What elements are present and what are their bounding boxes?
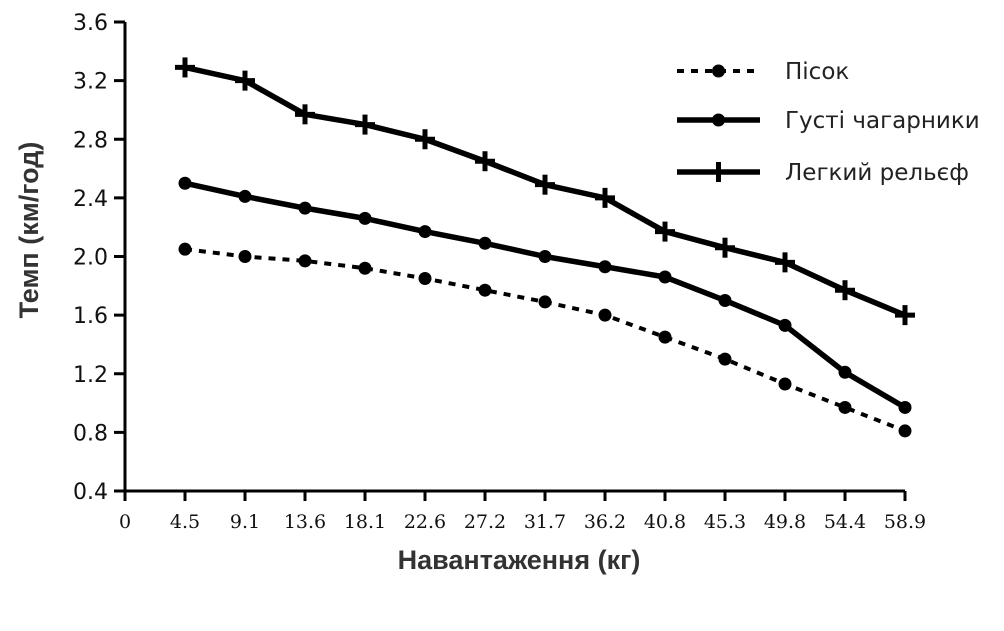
- data-point: [898, 424, 912, 438]
- legend-label: Пісок: [785, 59, 849, 85]
- legend: Пісок Густі чагарники Легкий рельєф: [677, 59, 980, 186]
- y-tick-label: 2.8: [73, 128, 108, 153]
- data-point: [418, 271, 432, 285]
- data-point: [295, 104, 315, 125]
- x-axis-title: Навантаження (кг): [398, 545, 641, 575]
- x-tick-label: 54.4: [824, 511, 866, 533]
- data-point: [718, 293, 732, 307]
- x-tick-label: 22.6: [404, 511, 446, 533]
- data-point: [775, 252, 795, 273]
- data-point: [235, 70, 255, 91]
- series-line: [184, 180, 907, 410]
- x-tick-label: 27.2: [464, 511, 506, 533]
- x-tick-label: 18.1: [344, 511, 386, 533]
- data-point: [595, 187, 615, 208]
- data-point: [298, 201, 312, 215]
- x-tick-label: 36.2: [584, 511, 626, 533]
- x-tick-label: 40.8: [644, 511, 686, 533]
- x-tick-label: 0: [119, 511, 131, 533]
- data-point: [895, 305, 915, 326]
- data-point: [355, 114, 375, 135]
- data-point: [838, 365, 852, 379]
- data-point: [238, 189, 252, 203]
- data-point: [712, 113, 725, 127]
- data-point: [478, 283, 492, 297]
- y-tick-label: 0.8: [73, 421, 108, 446]
- legend-item: Легкий рельєф: [677, 160, 969, 186]
- legend-item: Густі чагарники: [677, 108, 980, 134]
- x-tick-label: 31.7: [524, 511, 566, 533]
- y-axis-title: Темп (км/год): [14, 142, 44, 319]
- series-2: [178, 176, 912, 414]
- data-point: [718, 352, 732, 366]
- data-point: [238, 250, 252, 263]
- y-tick-label: 1.2: [73, 363, 108, 388]
- data-point: [478, 236, 492, 250]
- data-point: [475, 151, 495, 172]
- data-point: [835, 280, 855, 301]
- legend-label: Легкий рельєф: [785, 160, 969, 186]
- series-1: [178, 242, 912, 438]
- legend-label: Густі чагарники: [785, 108, 980, 134]
- series-3: [175, 57, 915, 326]
- data-point: [418, 225, 432, 239]
- data-point: [358, 211, 372, 225]
- data-point: [712, 64, 725, 78]
- data-point: [778, 318, 792, 332]
- data-point: [708, 162, 729, 182]
- data-point: [838, 400, 852, 414]
- x-ticks: 0 4.5 9.1 13.6 18.1 22.6 27.2 31.7 36.2 40.8 45.3 4…: [119, 491, 926, 533]
- data-point: [898, 400, 912, 414]
- y-tick-label: 2.0: [73, 246, 108, 271]
- data-point: [598, 260, 612, 274]
- x-tick-label: 45.3: [704, 511, 746, 533]
- y-tick-label: 3.6: [73, 11, 108, 36]
- data-point: [658, 270, 672, 284]
- data-point: [598, 308, 612, 322]
- data-point: [538, 295, 552, 309]
- data-point: [358, 261, 372, 275]
- legend-item: Пісок: [677, 59, 849, 85]
- data-point: [535, 174, 555, 195]
- data-point: [175, 57, 195, 78]
- data-point: [658, 330, 672, 344]
- data-point: [778, 377, 792, 391]
- data-point: [415, 129, 435, 150]
- y-ticks: 0.4 0.8 1.2 1.6 2.0 2.4 2.8 3.2 3.6: [73, 11, 125, 505]
- y-tick-label: 1.6: [73, 304, 108, 329]
- series-line: [184, 247, 906, 433]
- data-point: [178, 176, 192, 190]
- x-tick-label: 9.1: [230, 511, 260, 533]
- data-point: [538, 250, 552, 263]
- series-layer: [175, 57, 915, 438]
- data-point: [715, 237, 735, 258]
- y-tick-label: 3.2: [73, 70, 108, 95]
- y-tick-label: 2.4: [73, 187, 108, 212]
- x-tick-label: 58.9: [884, 511, 926, 533]
- x-tick-label: 4.5: [170, 511, 200, 533]
- y-tick-label: 0.4: [73, 480, 108, 505]
- data-point: [298, 254, 312, 268]
- data-point: [655, 221, 675, 242]
- data-point: [178, 242, 192, 256]
- x-tick-label: 49.8: [764, 511, 806, 533]
- x-tick-label: 13.6: [284, 511, 326, 533]
